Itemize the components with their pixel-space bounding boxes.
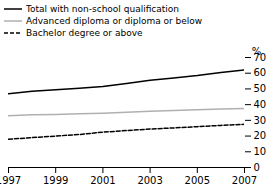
svg-text:10: 10 xyxy=(254,146,267,157)
html-text:Bachelor degree or above: Bachelor degree or above xyxy=(26,28,143,38)
html-text:Advanced diploma or diploma or: Advanced diploma or diploma or below xyxy=(26,16,203,26)
svg-text:2003: 2003 xyxy=(137,175,162,186)
svg-text:0: 0 xyxy=(254,162,260,173)
svg-text:%: % xyxy=(252,46,262,57)
svg-text:30: 30 xyxy=(254,115,267,126)
svg-text:1997: 1997 xyxy=(0,175,21,186)
svg-text:50: 50 xyxy=(254,83,267,94)
svg-text:2007: 2007 xyxy=(232,175,257,186)
svg-text:1999: 1999 xyxy=(43,175,68,186)
svg-text:60: 60 xyxy=(254,67,267,78)
svg-text:2005: 2005 xyxy=(185,175,210,186)
svg-text:70: 70 xyxy=(253,51,267,63)
svg-text:20: 20 xyxy=(254,130,267,141)
svg-text:40: 40 xyxy=(254,99,267,110)
svg-text:2001: 2001 xyxy=(90,175,115,186)
html-text:Total with non-school qualific: Total with non-school qualification xyxy=(26,4,179,14)
